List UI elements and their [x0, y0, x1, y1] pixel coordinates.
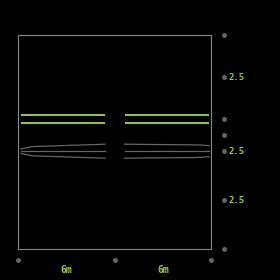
Text: 6m: 6m [157, 265, 169, 275]
Text: 2.5: 2.5 [228, 196, 244, 205]
Text: 2.5: 2.5 [228, 147, 244, 156]
FancyBboxPatch shape [18, 35, 211, 249]
Text: 2.5: 2.5 [228, 73, 244, 81]
Text: 6m: 6m [61, 265, 72, 275]
